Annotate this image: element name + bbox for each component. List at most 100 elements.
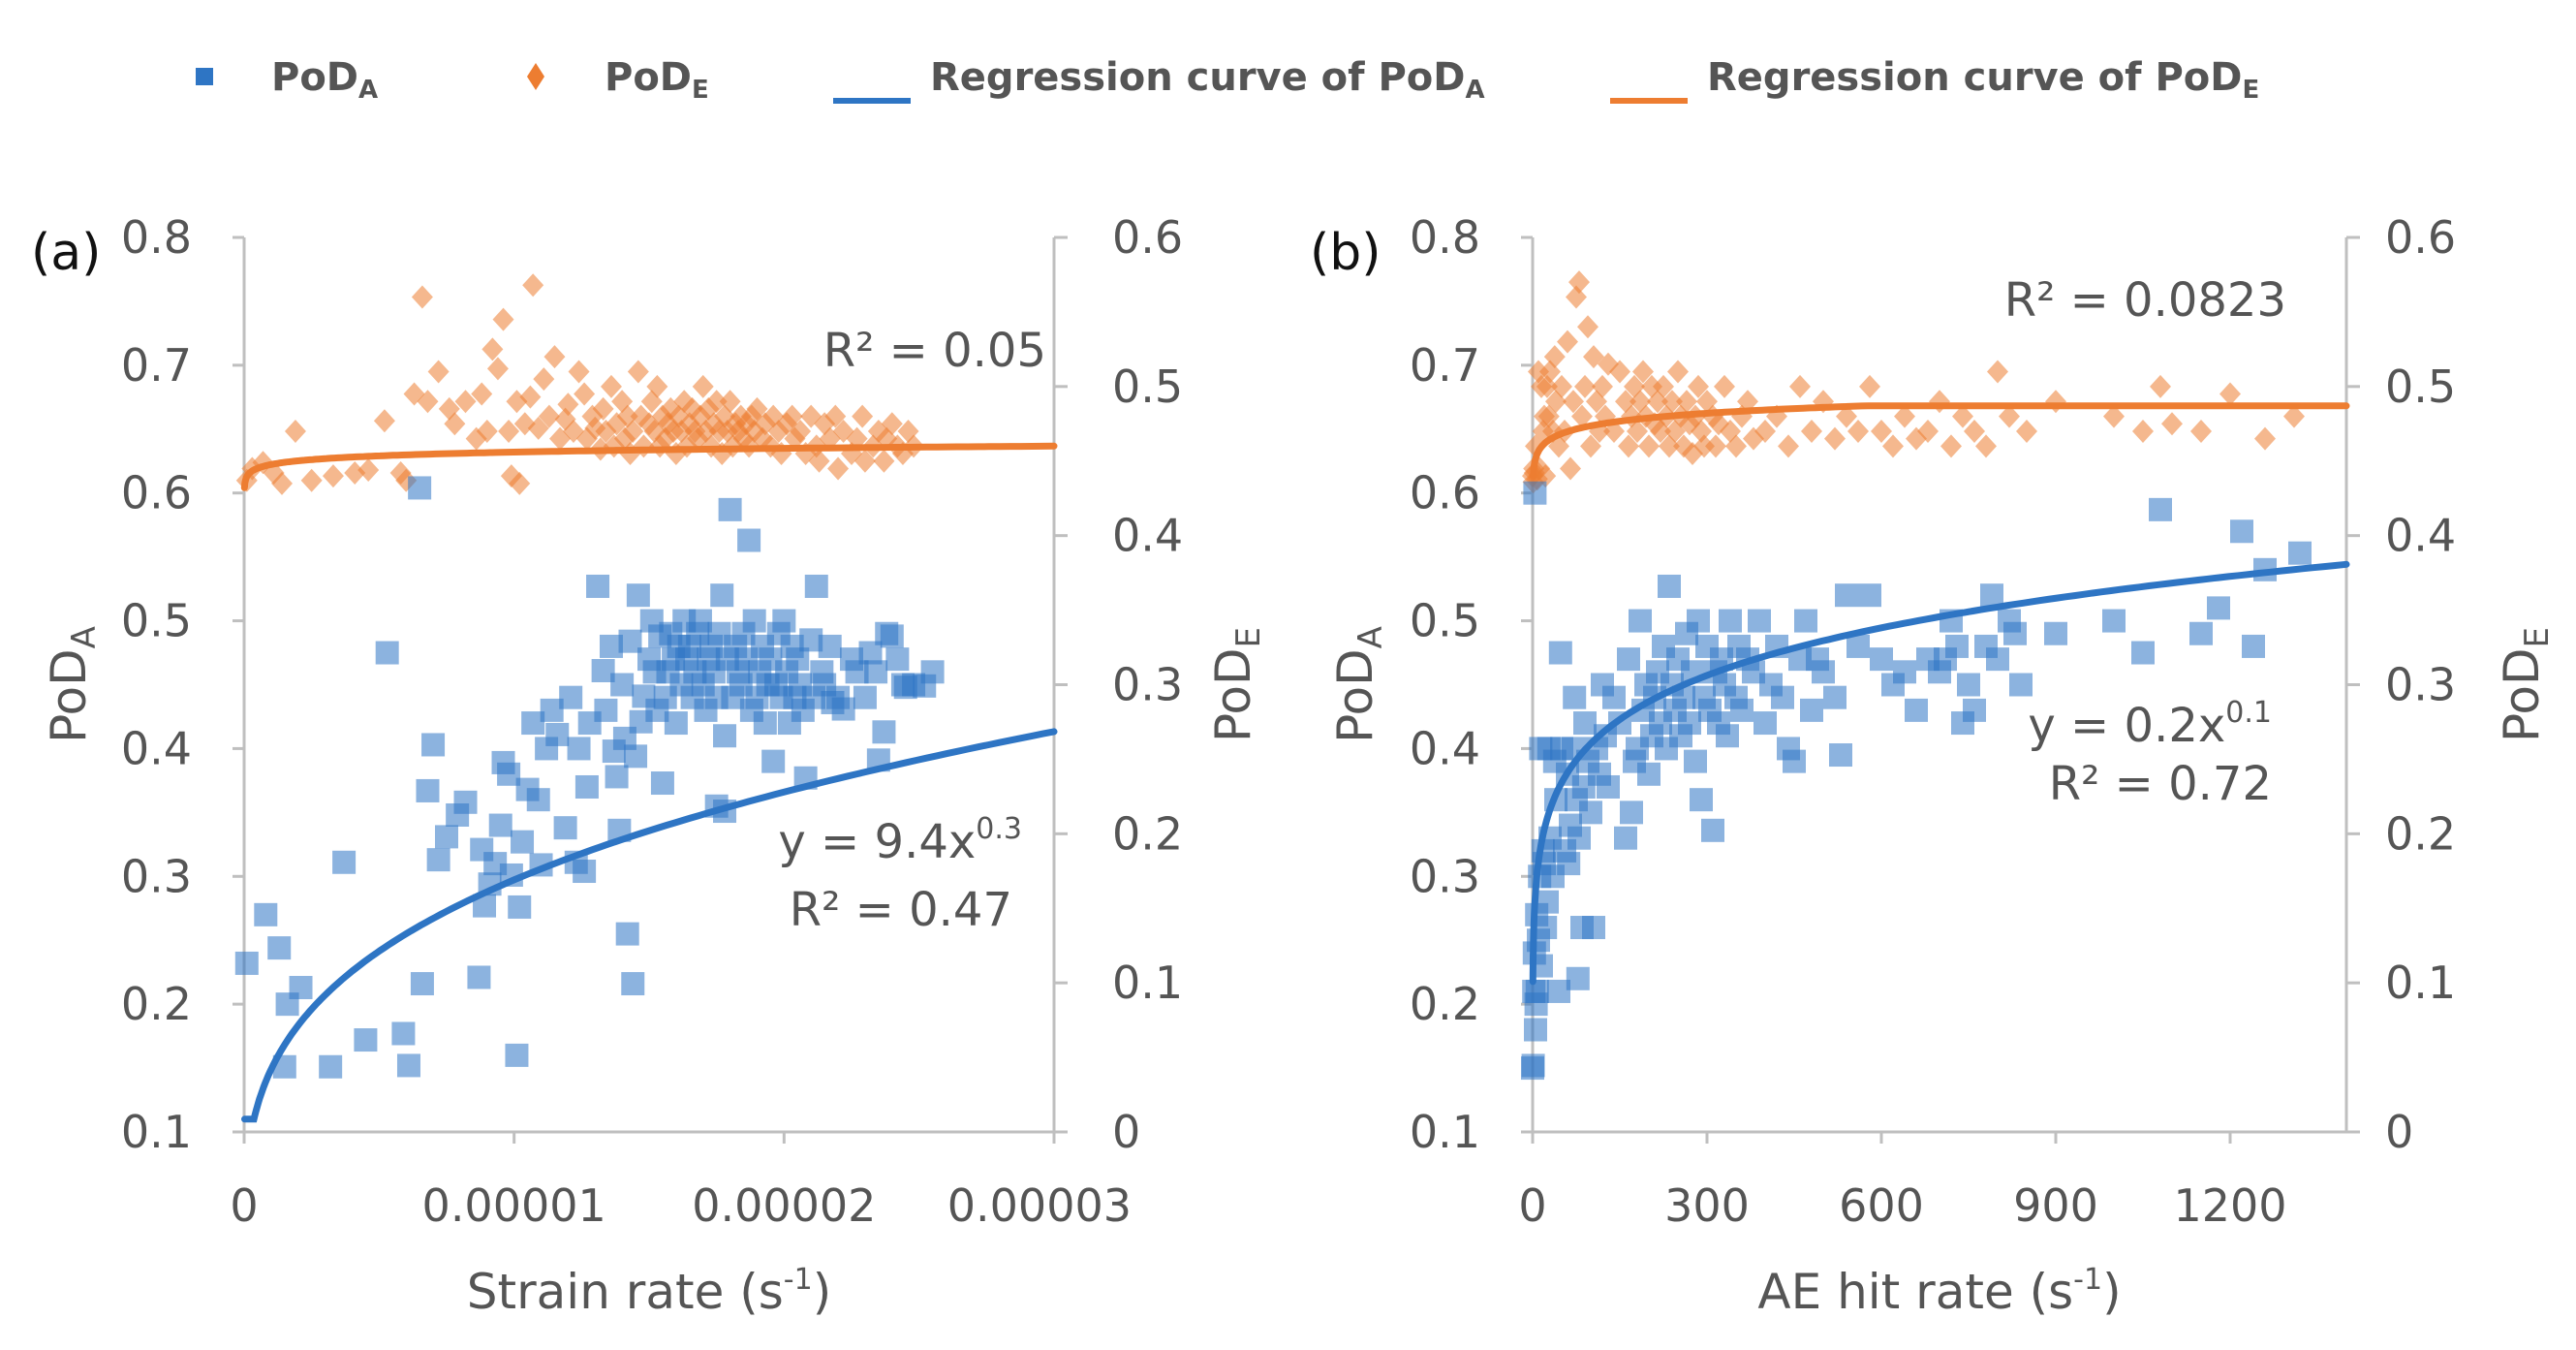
poda-point [2242, 634, 2265, 658]
pode-point [1571, 404, 1593, 428]
poda-point [1783, 749, 1806, 773]
pode-point [1999, 404, 2020, 428]
poda-point [453, 790, 478, 814]
pode-point [1801, 419, 1822, 443]
legend-label-poda: PoDA [271, 55, 378, 105]
poda-point [267, 936, 292, 960]
x-axis-title: Strain rate (s-1) [467, 1263, 831, 1320]
pode-point [1789, 374, 1811, 398]
pode-point [1536, 374, 1558, 398]
poda-point [1835, 583, 1858, 608]
pode-point [1592, 374, 1613, 398]
poda-point [545, 722, 570, 746]
pode-point [2045, 390, 2066, 414]
poda-point [1716, 724, 1739, 748]
poda-point [753, 711, 777, 736]
y-right-tick-label: 0.1 [2385, 957, 2456, 1009]
x-tick-label: 600 [1839, 1179, 1924, 1232]
y-right-tick-label: 0.4 [1112, 510, 1183, 562]
y-right-tick-label: 0.6 [2385, 211, 2456, 264]
poda-point [853, 685, 877, 709]
poda-point [1534, 916, 1558, 940]
y-right-tick-label: 0.2 [1112, 807, 1183, 860]
poda-point [737, 528, 761, 552]
poda-point [610, 673, 635, 697]
panel-label: (b) [1310, 224, 1381, 282]
pode-point [1940, 434, 1962, 458]
pode-point [522, 273, 544, 298]
poda-point [1563, 685, 1587, 709]
poda-point [1719, 609, 1742, 633]
pode-point [1917, 419, 1939, 443]
poda-point [234, 951, 259, 975]
pode-point [1754, 419, 1776, 443]
pode-point [417, 390, 439, 414]
poda-point [1524, 1018, 1547, 1042]
poda-point [1637, 762, 1660, 786]
poda-point [1771, 685, 1794, 709]
poda-point [864, 660, 888, 684]
poda-point [920, 660, 945, 684]
pode-point [1568, 270, 1590, 295]
poda-point [1980, 583, 2003, 608]
y-left-tick-label: 0.6 [121, 467, 192, 519]
pode-point [1882, 434, 1904, 458]
poda-point [1870, 647, 1893, 672]
pode-point [557, 392, 579, 417]
pode-point [344, 461, 366, 486]
y-left-tick-label: 0.6 [1410, 467, 1480, 519]
poda-point [880, 624, 904, 648]
pode-point [1964, 419, 1985, 443]
pode-point [498, 419, 520, 443]
pode-point [1693, 434, 1715, 458]
poda-point [391, 1021, 416, 1046]
pode-point [1618, 434, 1639, 458]
y-right-tick-label: 0.3 [1112, 659, 1183, 711]
x-tick-label: 300 [1664, 1179, 1750, 1232]
poda-point [615, 922, 639, 946]
pode-point [1557, 330, 1578, 354]
poda-point [664, 711, 688, 736]
pode-point [1691, 419, 1712, 443]
legend: PoDA PoDE Regression curve of PoDA Regre… [196, 55, 2259, 105]
pode-point [1847, 419, 1869, 443]
pode-point [2150, 374, 2171, 398]
pode-point [1653, 374, 1674, 398]
pode-point [1563, 390, 1584, 414]
annotation-pode-r2: R² = 0.0823 [2004, 273, 2286, 328]
x-tick-label: 0 [230, 1179, 258, 1232]
pode-point [790, 419, 812, 443]
poda-point [650, 771, 674, 796]
pode-point [1560, 456, 1581, 481]
pode-point [1661, 390, 1683, 414]
pode-point [592, 396, 614, 421]
poda-point [831, 697, 855, 721]
annotation-poda-equation: y = 0.2x0.1 [2028, 696, 2272, 753]
pode-point [492, 307, 514, 331]
poda-point [1687, 609, 1710, 633]
chart-panel-a: 0.1 0.2 0.3 0.4 0.5 0.6 0.7 0.8 0 0.1 0.2 0.3 0.4 0.5… [31, 211, 1268, 1320]
pode-point [2219, 382, 2241, 406]
x-tick-label: 0.00003 [947, 1179, 1132, 1232]
poda-point [375, 641, 399, 665]
poda-point [254, 902, 278, 926]
x-tick-label: 900 [2013, 1179, 2098, 1232]
poda-point [573, 860, 597, 884]
poda-point [713, 724, 737, 748]
x-tick-label: 0.00001 [422, 1179, 606, 1232]
poda-point [2044, 621, 2067, 645]
pode-point [852, 404, 874, 428]
pode-point [705, 390, 728, 414]
y-left-tick-label: 0.8 [1410, 211, 1480, 264]
poda-point [426, 848, 450, 872]
pode-point [1688, 374, 1709, 398]
pode-point [2103, 404, 2125, 428]
poda-point [1525, 979, 1549, 1003]
poda-point [354, 1028, 378, 1052]
pode-point [1543, 345, 1566, 369]
poda-point [1602, 685, 1626, 709]
poda-point [761, 749, 786, 773]
poda-point [1858, 583, 1881, 608]
poda-point [2131, 641, 2155, 665]
regression-curve-poda [1529, 560, 2350, 986]
